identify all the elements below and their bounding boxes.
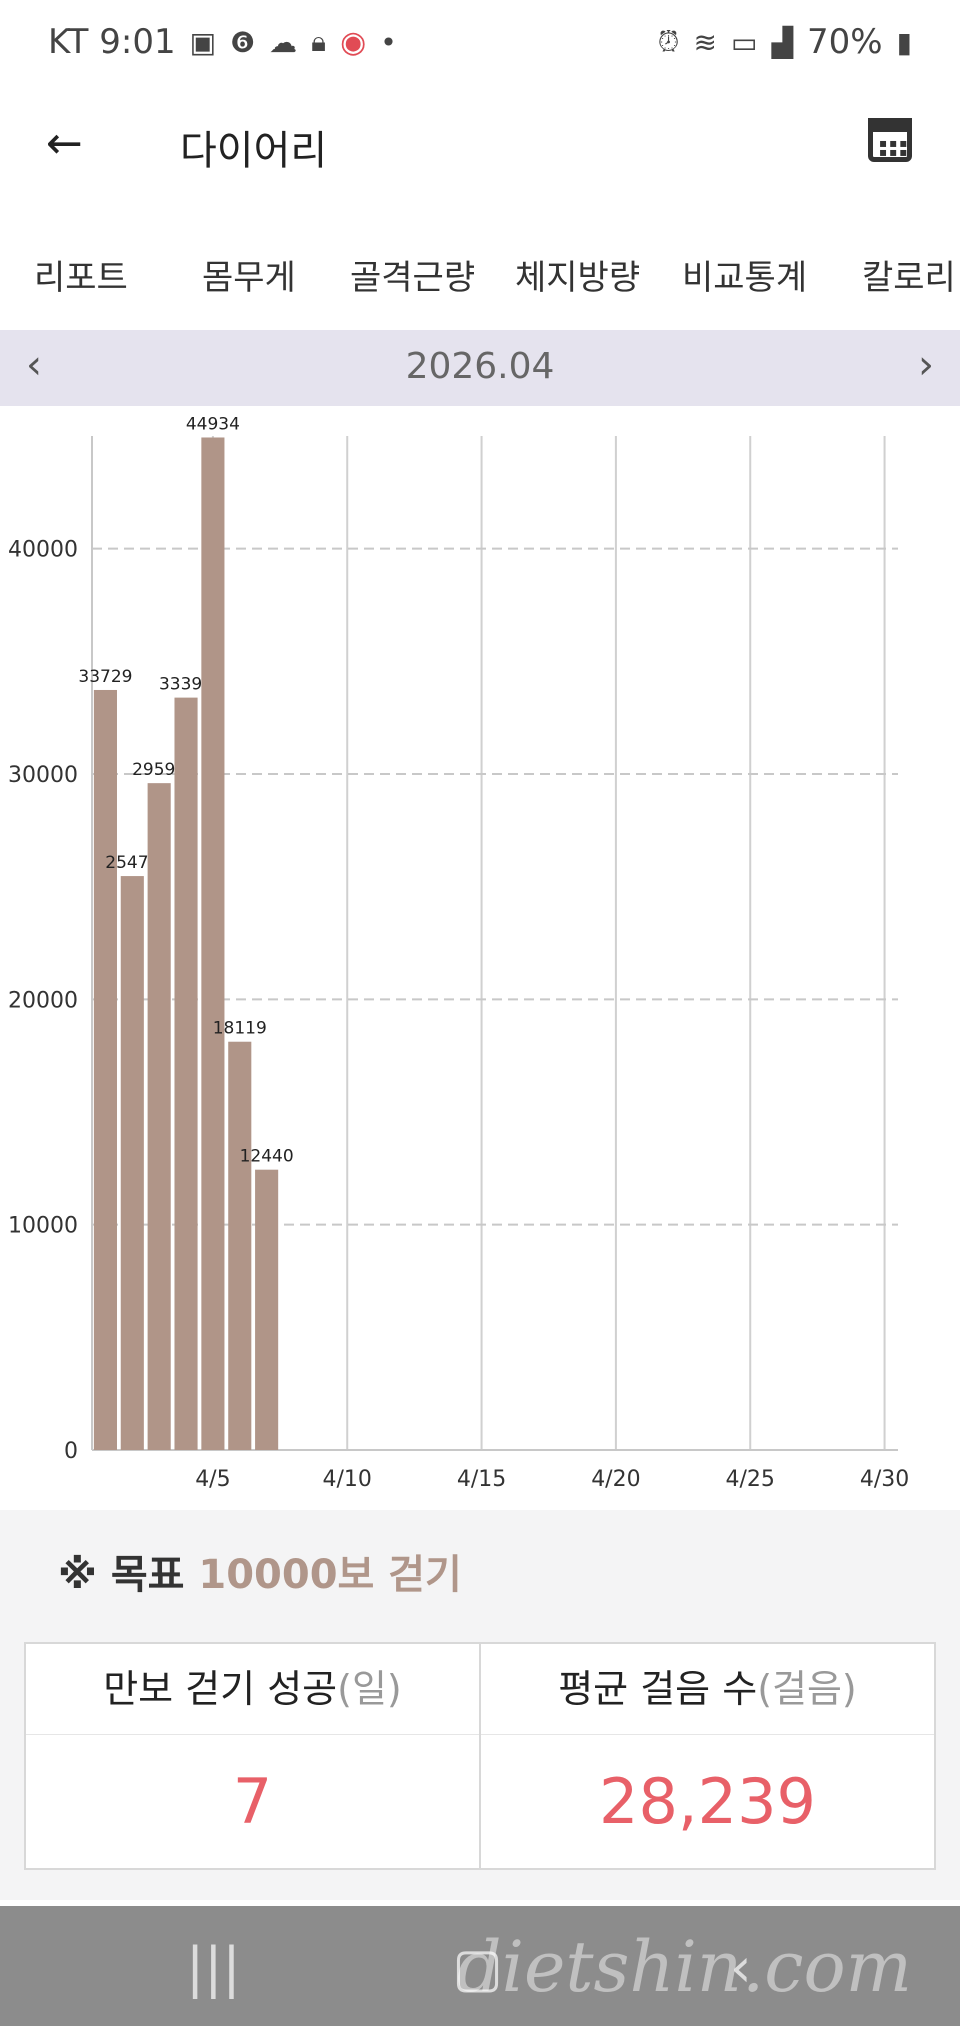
x-tick-label: 4/15 xyxy=(457,1467,506,1492)
app-bar: ← 다이어리 ▪▪▪ ▪▪▪ xyxy=(0,90,960,200)
bar-value-label: 25470 xyxy=(105,853,159,873)
y-tick-label: 10000 xyxy=(8,1214,78,1239)
prev-month-chevron-icon[interactable]: ‹ xyxy=(26,342,42,388)
bar-value-label: 33729 xyxy=(78,667,132,687)
notification-icon: ❻ xyxy=(230,25,256,59)
record-icon: ◉ xyxy=(340,24,367,60)
bar-value-label: 44934 xyxy=(186,414,240,434)
steps-chart: 0 10000 20000 30000 40000 4/5 4/10 4/15 4/20 4/25… xyxy=(0,406,960,1510)
y-tick-label: 30000 xyxy=(8,763,78,788)
status-bar: KT 9:01 ▣ ❻ ☁ 🔒︎ ◉ • ⏰︎ ≋ ▭ ▟ 70% ▮ xyxy=(0,0,960,90)
success-value: 7 xyxy=(232,1765,273,1838)
bar xyxy=(201,437,225,1451)
tab-body-fat[interactable]: 체지방량 xyxy=(515,258,641,298)
tab-report[interactable]: 리포트 xyxy=(34,258,128,298)
success-cell: 만보 걷기 성공(일) 7 xyxy=(26,1644,479,1868)
more-notifications-icon: • xyxy=(380,25,397,59)
bar xyxy=(120,876,144,1450)
tab-weight[interactable]: 몸무게 xyxy=(202,258,296,298)
summary-table: 만보 걷기 성공(일) 7 평균 걸음 수(걸음) 28,239 xyxy=(24,1642,936,1870)
tab-compare-stats[interactable]: 비교통계 xyxy=(682,258,808,298)
home-icon[interactable]: ▢ xyxy=(452,1936,504,1999)
month-navigator: ‹ 2026.04 › xyxy=(0,330,960,406)
goal-section: ※ 목표 10000보 걷기 만보 걷기 성공(일) 7 평균 걸음 수(걸음)… xyxy=(0,1510,960,1900)
y-tick-label: 0 xyxy=(64,1439,78,1464)
status-left: KT 9:01 ▣ ❻ ☁ 🔒︎ ◉ • xyxy=(48,22,397,62)
goal-mark: ※ xyxy=(58,1552,97,1598)
bar xyxy=(174,697,198,1450)
status-right: ⏰︎ ≋ ▭ ▟ 70% ▮ xyxy=(658,22,912,62)
tab-calories[interactable]: 칼로리 xyxy=(862,258,956,298)
bar xyxy=(93,689,117,1450)
next-month-chevron-icon[interactable]: › xyxy=(918,342,934,388)
wifi-icon: ≋ xyxy=(693,25,717,59)
goal-line: ※ 목표 10000보 걷기 xyxy=(58,1542,462,1600)
app-notification-icon: ▣ xyxy=(189,25,217,59)
goal-value: 10000보 걷기 xyxy=(198,1552,462,1598)
x-tick-label: 4/25 xyxy=(726,1467,775,1492)
bar xyxy=(147,783,171,1450)
x-tick-label: 4/20 xyxy=(591,1467,640,1492)
goal-label: 목표 xyxy=(110,1552,185,1598)
bar xyxy=(228,1041,252,1450)
recent-apps-icon[interactable]: ||| xyxy=(186,1936,241,1999)
watermark: dietshin.com xyxy=(456,1926,912,2008)
hd-icon: ▭ xyxy=(730,25,758,59)
y-tick-label: 20000 xyxy=(8,988,78,1013)
bar xyxy=(255,1169,279,1450)
x-tick-label: 4/10 xyxy=(323,1467,372,1492)
page-title: 다이어리 xyxy=(180,128,328,174)
back-arrow-icon[interactable]: ← xyxy=(46,118,83,169)
back-nav-icon[interactable]: ‹ xyxy=(730,1936,752,1999)
system-nav-bar: ||| ▢ ‹ dietshin.com xyxy=(0,1906,960,2026)
average-header: 평균 걸음 수(걸음) xyxy=(481,1644,934,1735)
month-label: 2026.04 xyxy=(405,346,555,387)
lock-icon: 🔒︎ xyxy=(311,25,327,58)
bar-value-label: 29594 xyxy=(132,760,186,780)
y-tick-label: 40000 xyxy=(8,538,78,563)
bar-value-label: 18119 xyxy=(213,1019,267,1039)
average-unit: (걸음) xyxy=(757,1667,857,1711)
x-tick-label: 4/30 xyxy=(860,1467,909,1492)
carrier-time: KT 9:01 xyxy=(48,22,176,62)
tab-muscle[interactable]: 골격근량 xyxy=(350,258,476,298)
bar-value-label: 12440 xyxy=(240,1147,294,1167)
battery-icon: ▮ xyxy=(896,25,912,59)
average-cell: 평균 걸음 수(걸음) 28,239 xyxy=(479,1644,934,1868)
average-label: 평균 걸음 수 xyxy=(558,1667,758,1711)
signal-icon: ▟ xyxy=(771,25,793,59)
calendar-icon[interactable]: ▪▪▪ ▪▪▪ xyxy=(868,118,912,162)
cloud-icon: ☁ xyxy=(269,25,298,59)
x-tick-label: 4/5 xyxy=(195,1467,230,1492)
tab-bar: 리포트 몸무게 골격근량 체지방량 비교통계 칼로리 xyxy=(0,240,960,330)
battery-percent: 70% xyxy=(807,22,883,62)
average-value: 28,239 xyxy=(599,1765,816,1838)
bar-value-label: 33390 xyxy=(159,675,213,695)
alarm-icon: ⏰︎ xyxy=(657,25,680,58)
steps-bar-chart: 0 10000 20000 30000 40000 4/5 4/10 4/15 4/20 4/25… xyxy=(8,414,909,1492)
success-unit: (일) xyxy=(337,1667,402,1711)
success-label: 만보 걷기 성공 xyxy=(103,1667,338,1711)
success-header: 만보 걷기 성공(일) xyxy=(26,1644,479,1735)
